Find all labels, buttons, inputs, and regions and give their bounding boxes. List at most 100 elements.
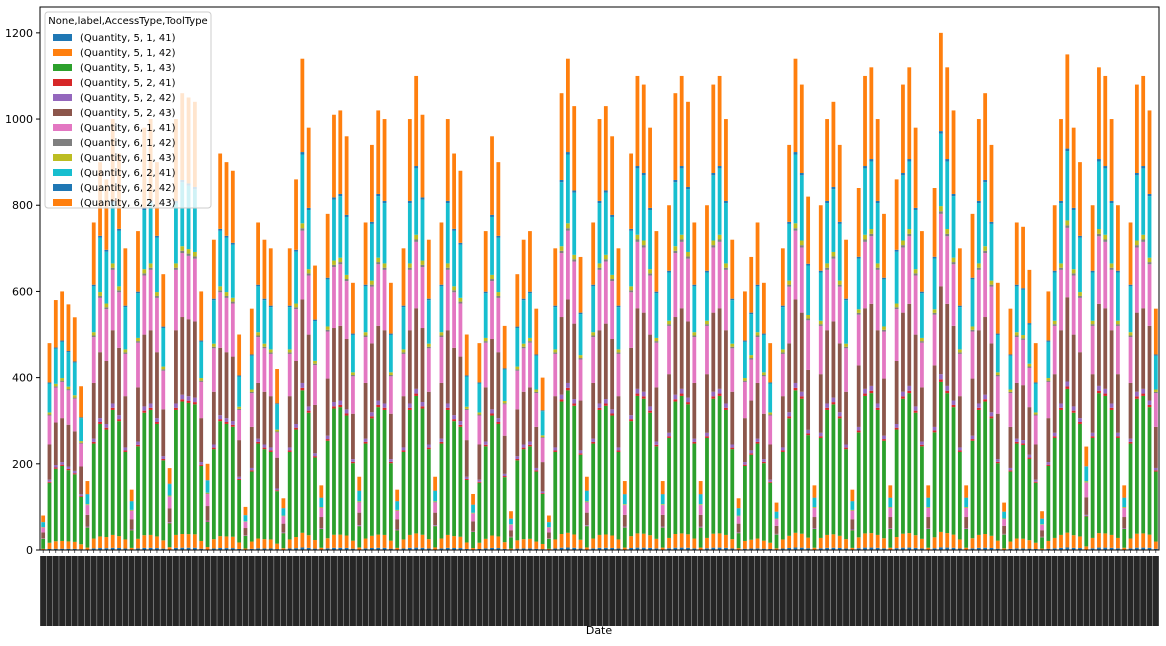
x-tick-label xyxy=(205,556,211,626)
bar-segment xyxy=(408,263,412,267)
bar-segment xyxy=(1072,413,1076,535)
bar-segment xyxy=(673,395,677,400)
bar-segment xyxy=(1059,330,1063,403)
bar-segment xyxy=(566,231,570,300)
bar-segment xyxy=(104,309,108,361)
x-tick-label xyxy=(495,556,501,626)
bar-segment xyxy=(743,342,747,378)
bar-segment xyxy=(768,343,772,382)
bar-segment xyxy=(762,372,766,375)
bar-segment xyxy=(199,462,203,465)
x-tick-label xyxy=(900,556,906,626)
bar-segment xyxy=(193,256,197,258)
bar-segment xyxy=(762,335,766,372)
bar-segment xyxy=(560,251,564,253)
bar-segment xyxy=(787,222,791,224)
bar-segment xyxy=(617,452,621,539)
bar-segment xyxy=(477,445,481,480)
bar-segment xyxy=(351,462,355,463)
bar-segment xyxy=(585,502,589,512)
x-tick-label xyxy=(963,556,969,626)
bar-segment xyxy=(338,258,342,262)
x-tick-label xyxy=(913,556,919,626)
bar-segment xyxy=(237,542,241,548)
bar-segment xyxy=(996,375,1000,376)
bar-segment xyxy=(199,342,203,378)
bar-segment xyxy=(225,424,229,536)
bar-segment xyxy=(724,263,728,267)
bar-segment xyxy=(636,396,640,533)
bar-segment xyxy=(225,238,229,292)
bar-segment xyxy=(357,547,361,549)
bar-segment xyxy=(142,406,146,410)
bar-segment xyxy=(503,404,507,435)
x-tick-label xyxy=(995,556,1001,626)
bar-segment xyxy=(888,508,892,517)
bar-segment xyxy=(1116,433,1120,436)
x-tick-label xyxy=(982,556,988,626)
bar-segment xyxy=(534,356,538,390)
bar-segment xyxy=(275,369,279,403)
bar-segment xyxy=(863,242,867,308)
bar-segment xyxy=(983,93,987,180)
bar-segment xyxy=(1135,245,1139,247)
bar-segment xyxy=(446,119,450,201)
bar-segment xyxy=(711,175,715,240)
bar-segment xyxy=(971,326,975,329)
bar-segment xyxy=(206,464,210,480)
bar-segment xyxy=(86,548,90,550)
bar-segment xyxy=(642,245,646,247)
bar-segment xyxy=(111,403,115,407)
bar-segment xyxy=(98,536,102,548)
bar-segment xyxy=(768,483,772,543)
bar-segment xyxy=(850,510,854,511)
bar-segment xyxy=(958,354,962,396)
bar-segment xyxy=(920,446,924,538)
bar-segment xyxy=(408,119,412,201)
bar-segment xyxy=(572,193,576,255)
bar-segment xyxy=(73,317,77,361)
bar-segment xyxy=(244,536,248,549)
bar-segment xyxy=(465,479,469,480)
bar-segment xyxy=(1154,392,1158,393)
bar-segment xyxy=(882,326,886,329)
bar-segment xyxy=(123,539,127,548)
bar-segment xyxy=(73,398,77,399)
bar-segment xyxy=(1021,539,1025,549)
bar-segment xyxy=(673,317,677,395)
bar-segment xyxy=(427,448,431,450)
bar-segment xyxy=(1097,391,1101,393)
bar-segment xyxy=(452,231,456,287)
bar-segment xyxy=(263,392,267,445)
bar-segment xyxy=(1116,324,1120,326)
bar-segment xyxy=(1084,516,1088,517)
bar-segment xyxy=(939,134,943,206)
bar-segment xyxy=(673,182,677,246)
bar-segment xyxy=(383,408,387,410)
bar-segment xyxy=(98,236,102,238)
bar-segment xyxy=(920,231,924,292)
bar-segment xyxy=(496,352,500,418)
bar-segment xyxy=(496,292,500,296)
bar-segment xyxy=(604,193,608,255)
x-tick-label xyxy=(767,556,773,626)
bar-segment xyxy=(990,418,994,535)
bar-segment xyxy=(901,245,905,247)
bar-segment xyxy=(117,419,121,421)
bar-segment xyxy=(952,407,956,534)
bar-segment xyxy=(263,449,267,539)
bar-segment xyxy=(888,517,892,528)
bar-segment xyxy=(1028,367,1032,368)
x-tick-label xyxy=(407,556,413,626)
bar-segment xyxy=(250,472,254,542)
bar-segment xyxy=(98,418,102,422)
bar-segment xyxy=(1028,407,1032,455)
bar-segment xyxy=(642,396,646,398)
bar-segment xyxy=(446,268,450,270)
legend-entry-label: (Quantity, 5, 1, 42) xyxy=(80,48,176,59)
bar-segment xyxy=(383,330,387,403)
bar-segment xyxy=(591,337,595,383)
bar-segment xyxy=(813,548,817,550)
bar-segment xyxy=(686,187,690,189)
bar-segment xyxy=(882,278,886,280)
